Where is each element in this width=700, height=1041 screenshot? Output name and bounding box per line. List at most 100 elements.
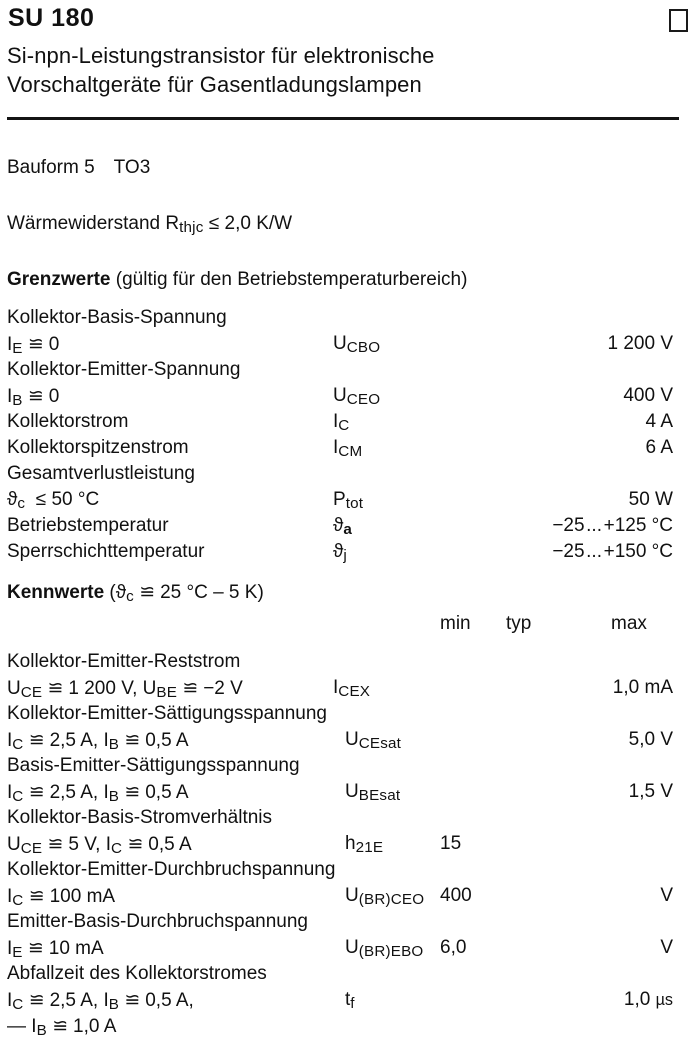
row-label: Basis-Emitter-Sättigungsspannung xyxy=(7,755,300,776)
row-symbol: IC xyxy=(333,411,350,435)
row-value: 5,0 V xyxy=(628,729,673,750)
square-outline-icon xyxy=(669,9,688,32)
section-title-kennwerte: Kennwerte xyxy=(7,582,105,603)
row-value: −25 ... +150 °C xyxy=(552,541,673,562)
package-line: Bauform 5 TO3 xyxy=(7,157,150,179)
row-symbol: UBEsat xyxy=(345,781,401,805)
row-label: Kollektor-Basis-Spannung xyxy=(7,307,227,328)
row-label: ϑc ≤ 50 °C xyxy=(7,489,100,513)
row-min: 15 xyxy=(440,833,462,854)
row-value: −25 ... +125 °C xyxy=(552,515,673,536)
row-label: Betriebstemperatur xyxy=(7,515,169,536)
column-header-max: max xyxy=(611,613,647,634)
row-symbol: tf xyxy=(345,989,355,1013)
row-symbol: UCEsat xyxy=(345,729,402,753)
table-row: Betriebstemperatur ϑa −25 ... +125 °C xyxy=(0,515,700,541)
table-row: IC ≌ 100 mA U(BR)CEO 400 V xyxy=(0,885,700,911)
table-row: ϑc ≤ 50 °C Ptot 50 W xyxy=(0,489,700,515)
kennwerte-table: Kollektor-Emitter-Reststrom UCE ≌ 1 200 … xyxy=(0,651,700,1041)
grenzwerte-table: Kollektor-Basis-Spannung IE ≌ 0 UCBO 1 2… xyxy=(0,307,700,567)
row-symbol: UCEO xyxy=(333,385,381,409)
row-label: IC ≌ 2,5 A, IB ≌ 0,5 A xyxy=(7,782,189,806)
row-label: IC ≌ 100 mA xyxy=(7,886,116,910)
row-label: UCE ≌ 5 V, IC ≌ 0,5 A xyxy=(7,834,192,858)
device-description: Si-npn-Leistungstransistor für elektroni… xyxy=(7,43,435,97)
package-label: Bauform 5 xyxy=(7,157,95,178)
table-row: Basis-Emitter-Sättigungsspannung xyxy=(0,755,700,781)
package-value: TO3 xyxy=(113,157,151,178)
row-value: 4 A xyxy=(645,411,673,432)
row-min: 6,0 xyxy=(440,937,467,958)
table-row: Gesamtverlustleistung xyxy=(0,463,700,489)
row-symbol: ICM xyxy=(333,437,363,461)
table-row: Kollektorspitzenstrom ICM 6 A xyxy=(0,437,700,463)
table-row: IB ≌ 0 UCEO 400 V xyxy=(0,385,700,411)
table-row: UCE ≌ 5 V, IC ≌ 0,5 A h21E 15 xyxy=(0,833,700,859)
row-label: UCE ≌ 1 200 V, UBE ≌ −2 V xyxy=(7,678,243,702)
row-label: Kollektor-Basis-Stromverhältnis xyxy=(7,807,273,828)
row-label: Kollektor-Emitter-Durchbruchspannung xyxy=(7,859,336,880)
row-symbol: U(BR)CEO xyxy=(345,885,425,909)
row-min: 400 xyxy=(440,885,472,906)
section-title-grenzwerte: Grenzwerte xyxy=(7,269,111,290)
thermal-resistance-line: Wärmewiderstand Rthjc ≤ 2,0 K/W xyxy=(7,213,293,237)
row-symbol: Ptot xyxy=(333,489,364,513)
table-row: Sperrschichttemperatur ϑj −25 ... +150 °… xyxy=(0,541,700,567)
table-row: IC ≌ 2,5 A, IB ≌ 0,5 A UBEsat 1,5 V xyxy=(0,781,700,807)
row-label: IB ≌ 0 xyxy=(7,386,60,410)
table-row: IE ≌ 10 mA U(BR)EBO 6,0 V xyxy=(0,937,700,963)
row-value: 6 A xyxy=(645,437,673,458)
table-row: Kollektor-Basis-Spannung xyxy=(0,307,700,333)
section-heading-kennwerte: Kennwerte (ϑc ≌ 25 °C – 5 K) xyxy=(7,581,264,606)
row-value: 1,0 µs xyxy=(623,989,673,1010)
section-note-grenzwerte: (gültig für den Betriebstemperaturbereic… xyxy=(115,269,468,290)
row-value: 50 W xyxy=(628,489,673,510)
row-value: 1 200 V xyxy=(607,333,674,354)
table-row: IC ≌ 2,5 A, IB ≌ 0,5 A UCEsat 5,0 V xyxy=(0,729,700,755)
row-symbol: ϑa xyxy=(333,515,353,539)
column-header-min: min xyxy=(440,613,471,634)
table-row: IC ≌ 2,5 A, IB ≌ 0,5 A, tf 1,0 µs xyxy=(0,989,700,1015)
row-label: IE ≌ 0 xyxy=(7,334,60,358)
table-row: — IB ≌ 1,0 A xyxy=(0,1015,700,1041)
row-label: IE ≌ 10 mA xyxy=(7,938,104,962)
table-row: Kollektor-Emitter-Sättigungsspannung xyxy=(0,703,700,729)
row-symbol: ICEX xyxy=(333,677,371,701)
page-title: SU 180 xyxy=(8,4,95,32)
section-note-kennwerte: (ϑc ≌ 25 °C – 5 K) xyxy=(109,582,264,606)
table-row: Emitter-Basis-Durchbruchspannung xyxy=(0,911,700,937)
table-row: IE ≌ 0 UCBO 1 200 V xyxy=(0,333,700,359)
table-row: Kollektor-Emitter-Reststrom xyxy=(0,651,700,677)
table-row: UCE ≌ 1 200 V, UBE ≌ −2 V ICEX 1,0 mA xyxy=(0,677,700,703)
header-divider xyxy=(7,117,679,120)
row-label: Kollektorspitzenstrom xyxy=(7,437,189,458)
row-symbol: UCBO xyxy=(333,333,381,357)
table-row: Kollektorstrom IC 4 A xyxy=(0,411,700,437)
table-row: Abfallzeit des Kollektorstromes xyxy=(0,963,700,989)
row-label: Emitter-Basis-Durchbruchspannung xyxy=(7,911,308,932)
row-label: Kollektorstrom xyxy=(7,411,129,432)
row-value: 1,0 mA xyxy=(612,677,673,698)
row-label: Gesamtverlustleistung xyxy=(7,463,195,484)
table-row: Kollektor-Basis-Stromverhältnis xyxy=(0,807,700,833)
row-label: Kollektor-Emitter-Sättigungsspannung xyxy=(7,703,328,724)
row-value: 1,5 V xyxy=(628,781,673,802)
row-symbol: U(BR)EBO xyxy=(345,937,424,961)
row-symbol: ϑj xyxy=(333,541,347,565)
row-value: 400 V xyxy=(623,385,673,406)
table-row: Kollektor-Emitter-Spannung xyxy=(0,359,700,385)
row-label: Kollektor-Emitter-Spannung xyxy=(7,359,241,380)
table-row: Kollektor-Emitter-Durchbruchspannung xyxy=(0,859,700,885)
row-label: IC ≌ 2,5 A, IB ≌ 0,5 A, xyxy=(7,990,194,1014)
row-label: — IB ≌ 1,0 A xyxy=(7,1016,117,1040)
datasheet-page: SU 180 Si-npn-Leistungstransistor für el… xyxy=(0,4,700,1039)
row-unit: V xyxy=(660,937,673,958)
row-label: IC ≌ 2,5 A, IB ≌ 0,5 A xyxy=(7,730,189,754)
row-label: Sperrschichttemperatur xyxy=(7,541,205,562)
row-symbol: h21E xyxy=(345,833,384,857)
column-header-typ: typ xyxy=(506,613,532,634)
row-unit: V xyxy=(660,885,673,906)
row-label: Abfallzeit des Kollektorstromes xyxy=(7,963,267,984)
section-heading-grenzwerte: Grenzwerte (gültig für den Betriebstempe… xyxy=(7,269,467,291)
row-label: Kollektor-Emitter-Reststrom xyxy=(7,651,241,672)
